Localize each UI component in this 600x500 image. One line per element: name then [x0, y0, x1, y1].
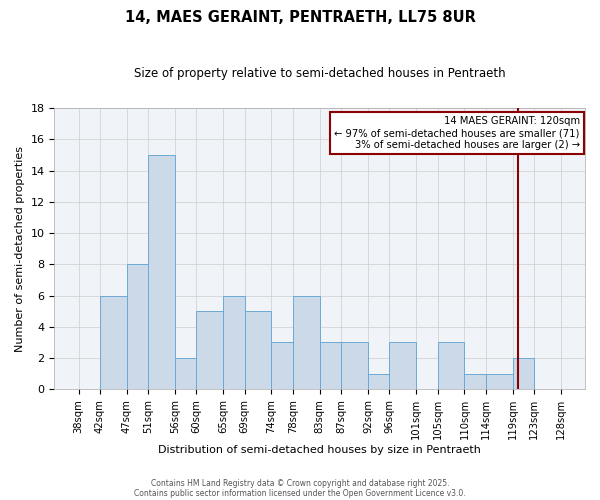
Bar	[464, 374, 486, 390]
Bar	[100, 296, 127, 390]
Bar	[389, 342, 416, 390]
X-axis label: Distribution of semi-detached houses by size in Pentraeth: Distribution of semi-detached houses by …	[158, 445, 481, 455]
Bar	[245, 311, 271, 390]
Y-axis label: Number of semi-detached properties: Number of semi-detached properties	[15, 146, 25, 352]
Bar	[512, 358, 534, 390]
Bar	[341, 342, 368, 390]
Title: Size of property relative to semi-detached houses in Pentraeth: Size of property relative to semi-detach…	[134, 68, 506, 80]
Bar	[223, 296, 245, 390]
Bar	[437, 342, 464, 390]
Bar	[148, 155, 175, 390]
Text: 14, MAES GERAINT, PENTRAETH, LL75 8UR: 14, MAES GERAINT, PENTRAETH, LL75 8UR	[125, 10, 475, 25]
Bar	[127, 264, 148, 390]
Bar	[320, 342, 341, 390]
Text: Contains HM Land Registry data © Crown copyright and database right 2025.: Contains HM Land Registry data © Crown c…	[151, 478, 449, 488]
Text: Contains public sector information licensed under the Open Government Licence v3: Contains public sector information licen…	[134, 488, 466, 498]
Bar	[486, 374, 512, 390]
Text: 14 MAES GERAINT: 120sqm
← 97% of semi-detached houses are smaller (71)
3% of sem: 14 MAES GERAINT: 120sqm ← 97% of semi-de…	[334, 116, 580, 150]
Bar	[368, 374, 389, 390]
Bar	[196, 311, 223, 390]
Bar	[271, 342, 293, 390]
Bar	[175, 358, 196, 390]
Bar	[293, 296, 320, 390]
